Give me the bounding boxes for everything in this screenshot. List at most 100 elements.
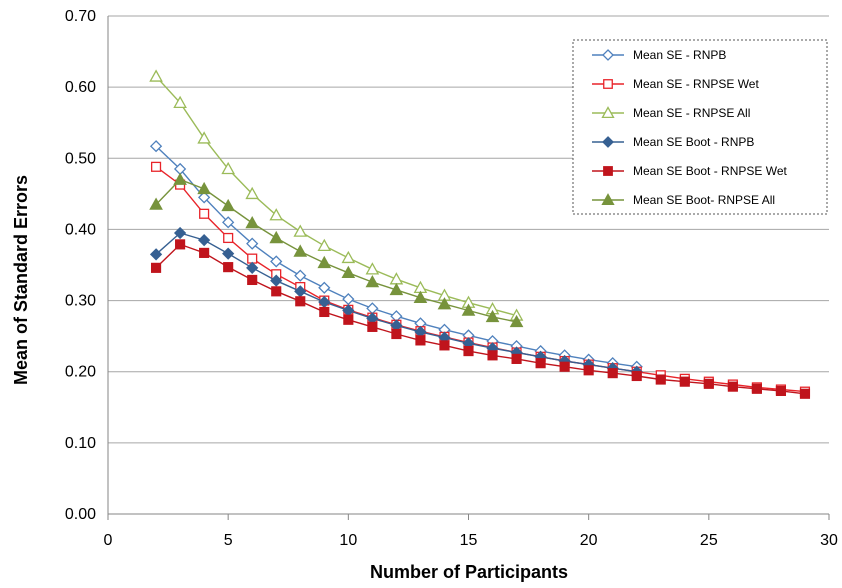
data-point-square <box>199 208 210 219</box>
data-point-diamond <box>366 302 379 315</box>
legend-item-1: Mean SE - RNPB <box>592 48 726 62</box>
data-point-square <box>535 358 546 369</box>
data-point-square <box>727 381 738 392</box>
x-tick-label: 15 <box>460 532 478 549</box>
data-point-diamond <box>602 136 614 148</box>
y-tick-label: 0.40 <box>65 221 96 238</box>
legend-label: Mean SE - RNPSE All <box>633 106 750 120</box>
data-point-diamond <box>198 191 211 204</box>
data-point-triangle <box>173 95 187 109</box>
x-tick-label: 0 <box>104 532 113 549</box>
data-point-triangle <box>485 309 500 323</box>
legend-item-6: Mean SE Boot- RNPSE All <box>592 193 775 207</box>
legend: Mean SE - RNPB Mean SE - RNPSE Wet Mean SE… <box>572 39 828 215</box>
data-point-square <box>703 378 714 389</box>
tick-labels: 0.00 0.10 0.20 0.30 0.40 0.50 0.60 0.70 0 5 10 15 20… <box>65 8 838 549</box>
data-point-square <box>415 335 426 346</box>
data-point-triangle <box>341 265 356 279</box>
data-point-square <box>175 239 186 250</box>
series-line <box>155 166 806 393</box>
data-point-square <box>247 274 258 286</box>
data-point-square <box>751 383 762 394</box>
data-point-triangle <box>317 238 332 252</box>
legend-label: Mean SE Boot- RNPSE All <box>633 193 775 207</box>
x-tick-label: 30 <box>820 532 838 549</box>
data-point-triangle <box>389 272 404 285</box>
data-point-diamond <box>342 293 355 306</box>
series-line <box>155 178 517 323</box>
data-point-square <box>679 376 690 387</box>
series-5 <box>150 239 811 399</box>
y-tick-label: 0.00 <box>65 506 96 523</box>
data-point-triangle <box>269 208 284 221</box>
data-point-square <box>487 350 498 361</box>
axes <box>107 16 830 520</box>
data-point-diamond <box>246 237 259 250</box>
legend-item-4: Mean SE Boot - RNPB <box>592 135 754 149</box>
data-point-triangle <box>365 262 380 275</box>
legend-label: Mean SE - RNPB <box>633 48 726 62</box>
data-point-diamond <box>318 281 331 294</box>
data-point-triangle <box>601 106 615 119</box>
series-line <box>155 76 517 317</box>
x-tick-label: 25 <box>700 532 718 549</box>
data-point-triangle <box>341 250 356 264</box>
data-point-diamond <box>149 248 163 261</box>
x-axis-title: Number of Participants <box>370 562 568 582</box>
y-tick-label: 0.30 <box>65 293 96 310</box>
data-point-square <box>391 328 402 340</box>
data-point-triangle <box>365 275 380 288</box>
data-point-square <box>603 79 613 89</box>
data-point-square <box>150 161 162 172</box>
data-point-diamond <box>602 49 614 61</box>
y-tick-label: 0.60 <box>65 79 96 96</box>
data-point-square <box>247 253 258 264</box>
data-point-triangle <box>461 303 476 316</box>
data-point-diamond <box>246 261 259 274</box>
legend-label: Mean SE Boot - RNPSE Wet <box>633 164 788 178</box>
data-point-diamond <box>270 255 283 268</box>
data-point-square <box>319 306 330 318</box>
series-6 <box>149 172 524 328</box>
data-point-triangle <box>601 193 615 206</box>
legend-box <box>572 39 828 215</box>
data-point-square <box>295 296 306 307</box>
series-line <box>155 243 806 395</box>
series-3 <box>149 69 524 321</box>
data-point-square <box>463 346 474 357</box>
legend-item-2: Mean SE - RNPSE Wet <box>592 77 759 91</box>
data-point-square <box>655 374 666 385</box>
legend-item-3: Mean SE - RNPSE All <box>592 106 750 120</box>
y-tick-label: 0.10 <box>65 435 96 452</box>
legend-label: Mean SE - RNPSE Wet <box>633 77 759 91</box>
x-tick-label: 10 <box>339 532 357 549</box>
data-point-square <box>343 314 354 325</box>
data-point-square <box>775 385 787 396</box>
data-point-diamond <box>149 140 163 153</box>
data-point-diamond <box>222 247 235 260</box>
y-axis-title: Mean of Standard Errors <box>11 175 31 385</box>
data-point-triangle <box>197 131 211 144</box>
data-point-square <box>583 365 594 376</box>
data-point-triangle <box>149 197 163 210</box>
data-point-triangle <box>221 198 235 212</box>
data-point-triangle <box>437 297 452 310</box>
data-point-square <box>511 353 522 364</box>
data-point-diamond <box>173 226 187 240</box>
data-point-triangle <box>293 244 308 257</box>
data-point-diamond <box>270 274 283 287</box>
data-point-diamond <box>198 233 211 247</box>
data-point-square <box>223 262 234 273</box>
data-point-square <box>559 361 570 372</box>
y-tick-label: 0.70 <box>65 8 96 25</box>
data-point-triangle <box>293 224 308 237</box>
series-layer <box>149 69 811 399</box>
data-point-triangle <box>173 172 187 185</box>
data-point-triangle <box>317 255 332 269</box>
data-point-triangle <box>221 161 235 175</box>
data-point-diamond <box>222 216 235 229</box>
data-point-triangle <box>509 314 524 328</box>
data-point-square <box>150 262 162 273</box>
data-point-triangle <box>245 186 260 200</box>
